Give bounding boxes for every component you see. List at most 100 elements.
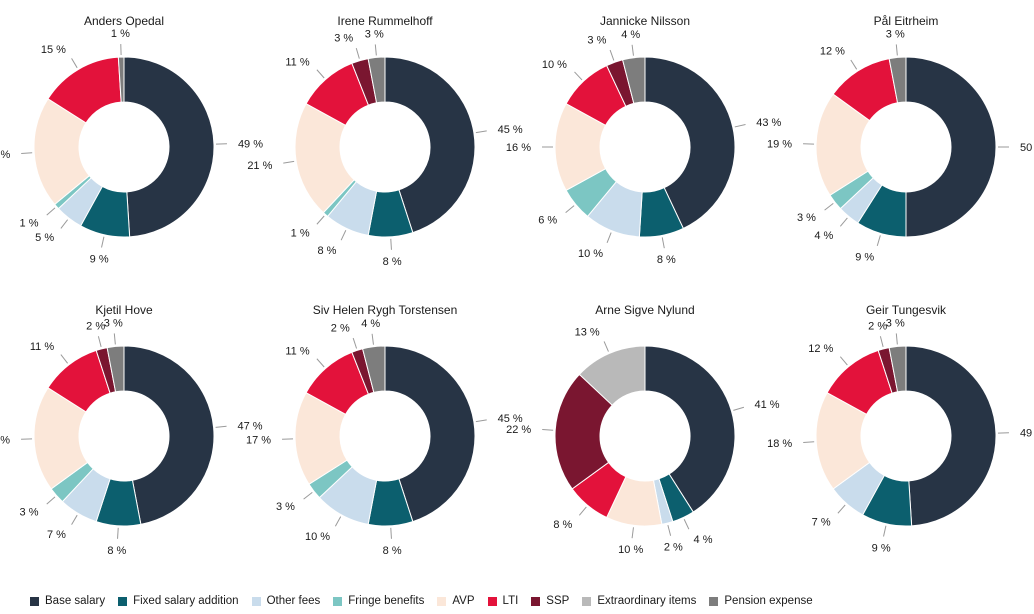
label-leader-line — [21, 152, 33, 154]
label-leader-line — [71, 58, 78, 69]
legend-item-pension-expense: Pension expense — [709, 595, 813, 607]
legend-item-fringe-benefits: Fringe benefits — [333, 595, 424, 607]
label-leader-line — [46, 207, 56, 216]
chart-title: Anders Opedal — [84, 14, 164, 28]
chart-title: Arne Sigve Nylund — [595, 303, 694, 317]
label-leader-line — [46, 496, 56, 505]
donut-chart-arne-sigve-nylund: Arne Sigve Nylund 41 % 4 % 2 % 10 % 8 % 22 % 13… — [506, 303, 780, 556]
legend-swatch-fringe-benefits — [333, 596, 343, 606]
slice-avp — [294, 102, 355, 214]
data-label-fixed-salary-addition: 9 % — [872, 542, 891, 554]
data-label-ssp: 2 % — [868, 321, 887, 333]
label-leader-line — [578, 506, 587, 516]
label-leader-line — [60, 354, 69, 364]
data-label-lti: 11 % — [285, 345, 309, 357]
label-leader-line — [883, 525, 887, 537]
data-label-avp: 21 % — [247, 160, 272, 172]
label-leader-line — [117, 527, 119, 539]
slice-pension-expense — [367, 56, 386, 104]
data-label-ssp: 3 % — [334, 33, 353, 45]
data-label-avp: 10 % — [618, 544, 643, 556]
data-label-lti: 10 % — [542, 59, 567, 71]
legend-item-base-salary: Base salary — [30, 595, 105, 607]
legend-swatch-extraordinary-items — [582, 596, 592, 606]
donut-chart-p-l-eitrheim: Pål Eitrheim 50 % 9 % 4 % 3 % 19 % 12 % 3 % — [767, 14, 1034, 263]
data-label-ssp: 3 % — [587, 35, 606, 47]
data-label-ssp: 2 % — [331, 323, 350, 335]
data-label-pension-expense: 4 % — [361, 318, 380, 330]
data-label-avp: 18 % — [767, 438, 792, 450]
label-leader-line — [390, 527, 392, 539]
data-label-fixed-salary-addition: 9 % — [855, 251, 874, 263]
label-leader-line — [876, 235, 881, 247]
legend-label: Other fees — [266, 595, 321, 607]
chart-title: Irene Rummelhoff — [337, 14, 433, 28]
label-leader-line — [839, 217, 848, 227]
legend-label: AVP — [452, 595, 475, 607]
legend-label: Fixed salary addition — [133, 595, 239, 607]
data-label-fringe-benefits: 1 % — [20, 217, 39, 229]
label-leader-line — [215, 425, 227, 428]
label-leader-line — [733, 406, 745, 411]
label-leader-line — [683, 519, 690, 530]
label-leader-line — [316, 358, 325, 368]
label-leader-line — [390, 238, 392, 250]
data-label-other-fees: 10 % — [305, 531, 330, 543]
legend-label: Pension expense — [724, 595, 813, 607]
slice-pension-expense — [888, 345, 907, 393]
label-leader-line — [667, 524, 672, 536]
label-leader-line — [340, 230, 347, 241]
donut-chart-irene-rummelhoff: Irene Rummelhoff 45 % 8 % 8 % 1 % 21 % 11 % 3 %… — [247, 14, 523, 268]
label-leader-line — [609, 49, 615, 61]
label-leader-line — [355, 47, 360, 59]
data-label-lti: 15 % — [41, 44, 66, 56]
data-label-other-fees: 7 % — [47, 529, 66, 541]
data-label-lti: 11 % — [285, 56, 309, 68]
data-label-base-salary: 47 % — [237, 420, 262, 432]
legend-swatch-fixed-salary-addition — [118, 596, 128, 606]
data-label-fixed-salary-addition: 8 % — [657, 254, 676, 266]
data-label-avp: 17 % — [246, 435, 271, 447]
label-leader-line — [352, 337, 358, 349]
slice-pension-expense — [117, 56, 125, 103]
slice-pension-expense — [622, 56, 646, 105]
data-label-fixed-salary-addition: 4 % — [694, 534, 713, 546]
chart-title: Kjetil Hove — [95, 303, 153, 317]
slice-base-salary — [644, 56, 736, 230]
label-leader-line — [334, 516, 342, 527]
donut-chart-anders-opedal: Anders Opedal 49 % 9 % 5 % 1 % 20 % 15 % 1 % — [0, 14, 263, 265]
slice-base-salary — [123, 345, 215, 525]
label-leader-line — [734, 124, 746, 128]
data-label-base-salary: 45 % — [498, 413, 523, 425]
slice-base-salary — [905, 56, 997, 238]
data-label-lti: 12 % — [820, 46, 845, 58]
data-label-base-salary: 49 % — [238, 138, 263, 150]
slice-base-salary — [384, 56, 476, 234]
data-label-base-salary: 50 % — [1020, 142, 1034, 154]
legend-label: SSP — [546, 595, 570, 607]
data-label-fixed-salary-addition: 8 % — [107, 545, 126, 557]
data-label-other-fees: 10 % — [578, 248, 603, 260]
label-leader-line — [839, 356, 848, 366]
data-label-lti: 12 % — [808, 343, 833, 355]
data-label-pension-expense: 3 % — [104, 318, 123, 330]
donut-chart-geir-tungesvik: Geir Tungesvik 49 % 9 % 7 % 18 % 12 % 2 %3 % — [767, 303, 1034, 554]
slice-base-salary — [123, 56, 215, 238]
data-label-avp: 19 % — [0, 435, 10, 447]
data-label-lti: 8 % — [553, 519, 572, 531]
data-label-other-fees: 5 % — [35, 232, 54, 244]
legend: Base salary Fixed salary addition Other … — [30, 591, 1030, 611]
data-label-pension-expense: 3 % — [886, 318, 905, 330]
legend-label: LTI — [502, 595, 519, 607]
legend-swatch-other-fees — [251, 596, 261, 606]
legend-label: Extraordinary items — [597, 595, 697, 607]
legend-item-other-fees: Other fees — [251, 595, 321, 607]
data-label-other-fees: 8 % — [317, 245, 336, 257]
legend-item-ssp: SSP — [531, 595, 569, 607]
label-leader-line — [661, 237, 665, 249]
label-leader-line — [97, 336, 102, 348]
label-leader-line — [316, 215, 325, 225]
data-label-fringe-benefits: 1 % — [291, 228, 310, 240]
legend-swatch-lti — [487, 596, 497, 606]
